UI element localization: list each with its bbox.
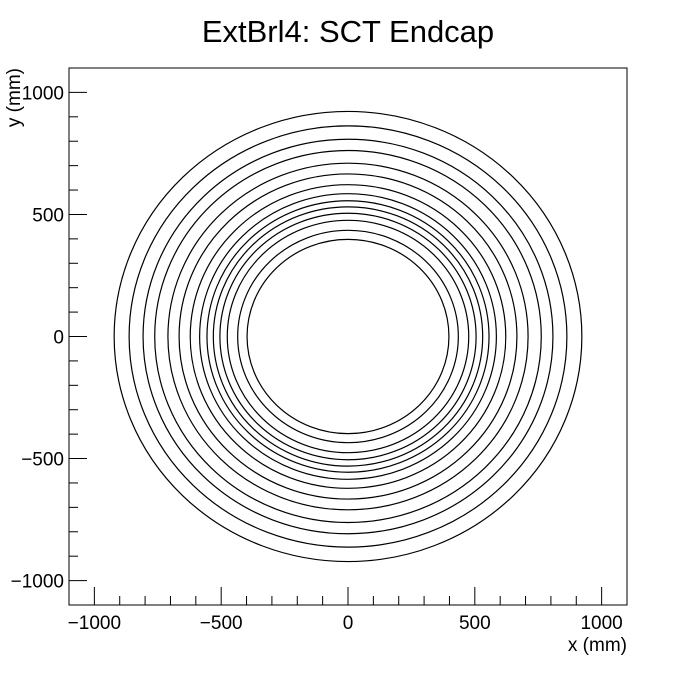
y-tick-label: 0 xyxy=(53,328,64,349)
axis-ticks xyxy=(69,91,603,605)
y-tick-label: 1000 xyxy=(22,83,64,104)
ring xyxy=(212,206,484,467)
y-tick-label: −1000 xyxy=(11,572,64,593)
y-tick-label: 500 xyxy=(32,205,64,226)
ring xyxy=(226,219,470,454)
ring xyxy=(206,200,490,473)
y-tick-label: −500 xyxy=(21,450,64,471)
ring xyxy=(167,162,529,511)
ring xyxy=(113,110,583,563)
ring xyxy=(178,173,518,500)
ring xyxy=(128,125,568,548)
x-tick-label: −1000 xyxy=(68,613,121,634)
y-axis-label: y (mm) xyxy=(4,68,25,127)
ring xyxy=(246,238,450,435)
x-tick-label: −500 xyxy=(200,613,243,634)
ring xyxy=(189,184,507,489)
ring xyxy=(199,193,497,480)
plot-frame xyxy=(68,67,628,606)
tick-labels: −1000 −500 0 500 1000 −1000 −500 0 500 1000 xyxy=(11,83,623,634)
ring xyxy=(219,212,477,461)
x-tick-label: 0 xyxy=(343,613,354,634)
x-axis-label: x (mm) xyxy=(568,635,627,656)
x-tick-label: 500 xyxy=(459,613,491,634)
ring-series xyxy=(113,110,583,563)
ring xyxy=(142,138,554,535)
ring xyxy=(154,149,542,524)
chart-title: ExtBrl4: SCT Endcap xyxy=(202,14,494,49)
ring xyxy=(237,229,459,444)
x-tick-label: 1000 xyxy=(580,613,622,634)
